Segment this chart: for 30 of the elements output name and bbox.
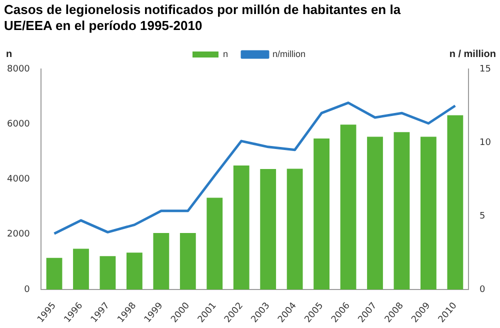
y2-tick-label: 5 xyxy=(480,211,486,222)
bar xyxy=(447,115,464,290)
bar xyxy=(206,198,223,290)
bar xyxy=(286,168,303,290)
bar xyxy=(73,248,89,290)
bar xyxy=(314,138,330,290)
bar xyxy=(46,258,62,290)
bar xyxy=(153,233,170,290)
chart-title: Casos de legionelosis notificados por millón de habitantes en la UE/EEA en el período 1995-2010 xyxy=(3,1,402,35)
bar xyxy=(340,124,356,290)
y-tick-label: 8000 xyxy=(7,64,30,74)
y2-tick-label: 0 xyxy=(480,284,486,295)
bar xyxy=(126,252,142,290)
bar xyxy=(367,136,383,290)
bar xyxy=(180,233,196,290)
bar xyxy=(100,256,116,290)
legend-label: n/million xyxy=(272,48,306,59)
y-tick-label: 6000 xyxy=(7,119,30,130)
y2-tick-label: 10 xyxy=(480,138,492,148)
bar xyxy=(260,169,276,290)
y-tick-label: 4000 xyxy=(7,174,30,185)
bar xyxy=(233,165,250,290)
bar xyxy=(394,132,410,290)
bar xyxy=(420,136,436,290)
y-axis-title: n xyxy=(6,48,12,60)
legend-label: n xyxy=(222,48,228,59)
y2-tick-label: 15 xyxy=(480,64,491,74)
y-tick-label: 2000 xyxy=(7,230,30,240)
y-tick-label: 0 xyxy=(24,284,30,295)
y2-axis-title: n / million xyxy=(449,48,496,60)
